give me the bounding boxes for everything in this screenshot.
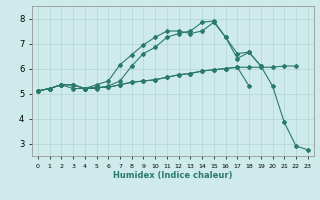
X-axis label: Humidex (Indice chaleur): Humidex (Indice chaleur) [113, 171, 233, 180]
